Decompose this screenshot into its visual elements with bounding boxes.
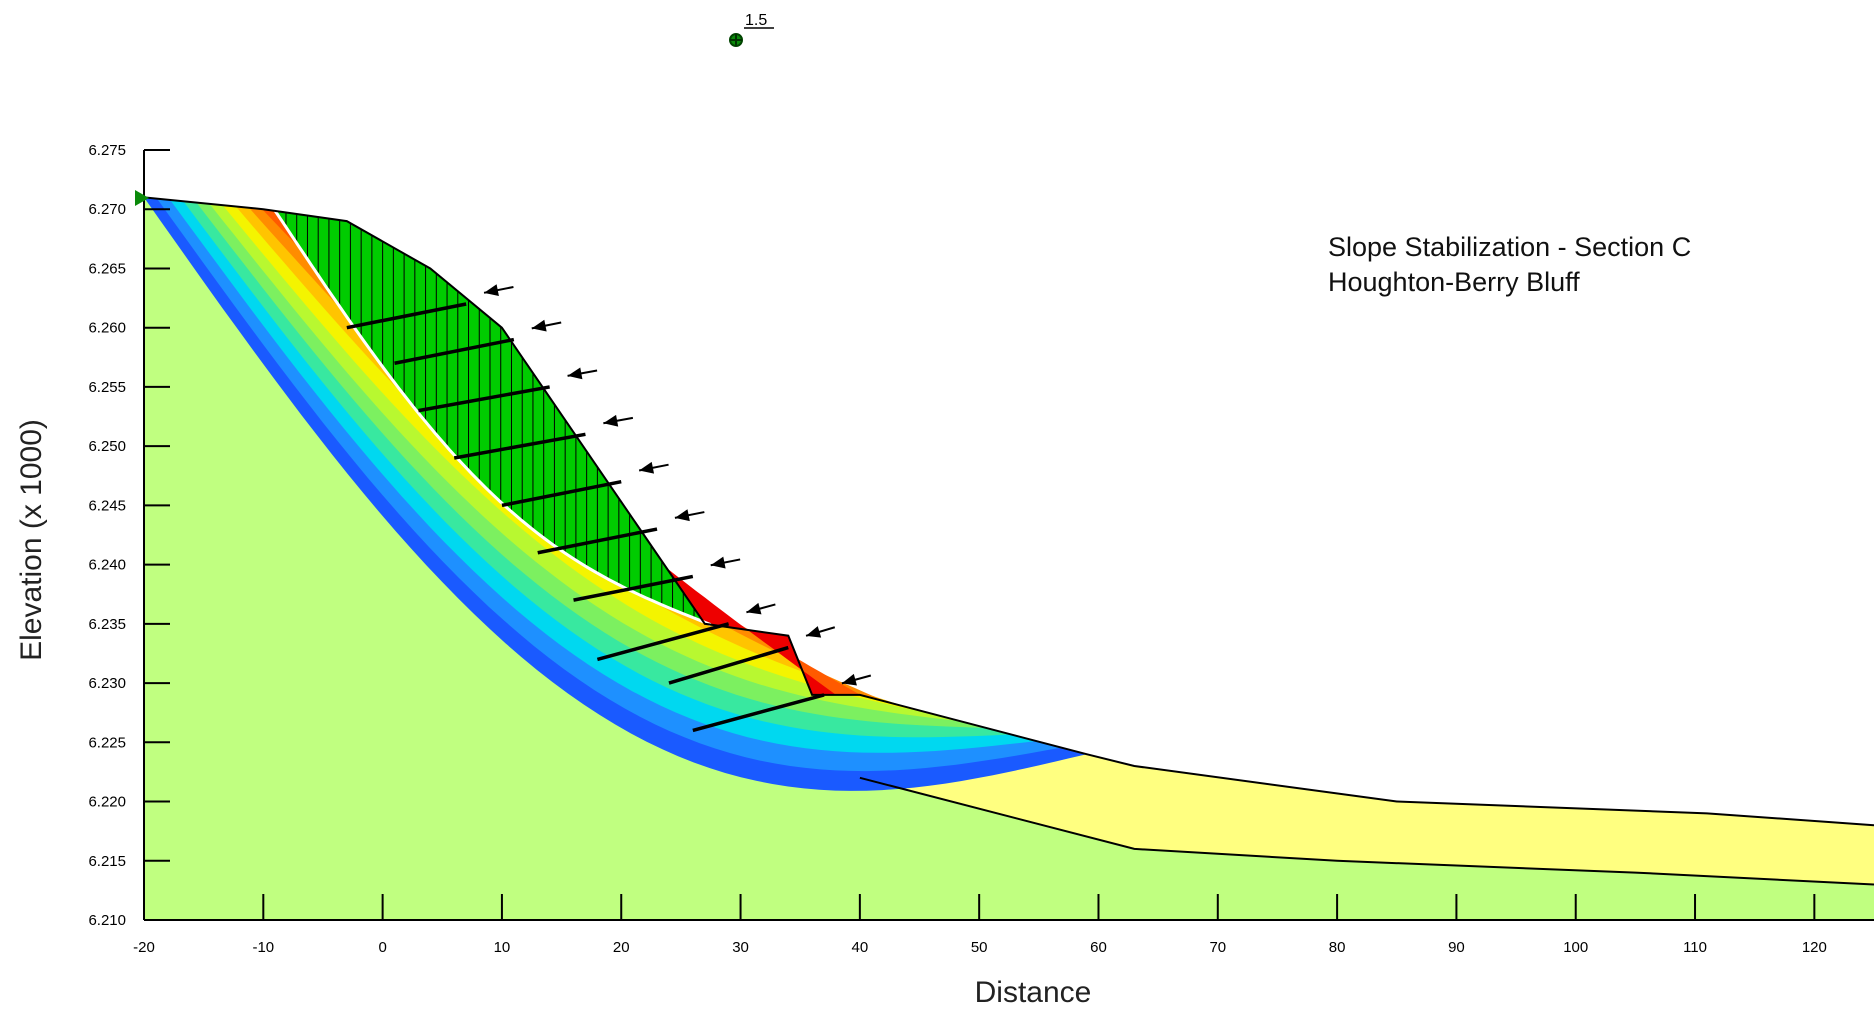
axes: -20 -10 0 10 20 30 40 50 60 70 80 90 100 110 120 6.210 6… <box>88 142 1874 956</box>
arrowhead-icon <box>603 414 619 427</box>
arrowhead-icon <box>484 284 499 296</box>
x-tick-label: 80 <box>1329 939 1346 956</box>
x-axis-title: Distance <box>975 976 1092 1009</box>
soil-anchor <box>692 673 872 733</box>
anchor-tendon <box>573 574 694 602</box>
soil-anchor <box>418 367 598 413</box>
y-tick-label: 6.255 <box>88 379 126 396</box>
y-tick-label: 6.240 <box>88 557 126 574</box>
soil-anchor <box>501 461 669 508</box>
anchor-tendon <box>537 527 658 555</box>
ground-surface-line <box>143 196 1874 827</box>
y-tick-label: 6.225 <box>88 734 126 751</box>
foundation-layer <box>144 197 1874 920</box>
arrowhead-icon <box>639 461 655 474</box>
soil-anchor <box>573 556 741 602</box>
y-axis-title: Elevation (x 1000) <box>15 419 48 661</box>
soil-anchors <box>346 284 872 733</box>
x-tick-label: 120 <box>1802 939 1827 956</box>
anchor-tendon <box>346 302 467 330</box>
anchor-tendon <box>668 645 789 685</box>
critical-slip-mass <box>275 210 711 625</box>
factor-of-safety-label: 1.5 <box>745 12 767 29</box>
arrowhead-icon <box>531 319 547 332</box>
y-tick-label: 6.265 <box>88 260 126 277</box>
arrowhead-icon <box>841 673 857 686</box>
section-geometry <box>143 196 1874 920</box>
x-tick-label: 70 <box>1209 939 1226 956</box>
anchor-tendon <box>418 385 550 413</box>
soil-anchor <box>537 509 705 555</box>
anchor-tendon <box>692 693 825 733</box>
y-tick-label: 6.220 <box>88 794 126 811</box>
arrowhead-icon <box>674 509 690 522</box>
x-tick-label: -10 <box>252 939 274 956</box>
anchor-tendon <box>596 622 730 662</box>
fill-layer-base-line <box>859 776 1874 886</box>
critical-slip-surface <box>273 210 712 627</box>
soil-anchor <box>596 602 776 662</box>
anchor-tendon <box>453 432 586 460</box>
x-tick-label: 0 <box>378 939 386 956</box>
arrowhead-icon <box>806 626 822 638</box>
anchor-tendon <box>394 337 515 365</box>
annotation-line-2: Houghton-Berry Bluff <box>1328 267 1580 297</box>
fill-layer <box>859 694 1874 885</box>
x-tick-label: 40 <box>852 939 869 956</box>
arrowhead-icon <box>567 367 583 380</box>
triangle-marker-icon <box>135 190 149 206</box>
x-tick-label: 50 <box>971 939 988 956</box>
slip-center-marker: 1.5 <box>729 12 774 47</box>
arrowhead-icon <box>746 602 762 615</box>
x-tick-label: 100 <box>1563 939 1588 956</box>
anchor-tendon <box>501 479 622 508</box>
y-tick-label: 6.250 <box>88 438 126 455</box>
y-tick-label: 6.275 <box>88 142 126 159</box>
x-tick-label: 20 <box>613 939 630 956</box>
soil-anchor <box>346 284 514 330</box>
y-tick-label: 6.235 <box>88 616 126 633</box>
y-tick-label: 6.245 <box>88 497 126 514</box>
y-tick-label: 6.210 <box>88 912 126 929</box>
x-tick-label: 30 <box>732 939 749 956</box>
slip-entry-marker <box>135 190 149 206</box>
x-tick-label: 90 <box>1448 939 1465 956</box>
annotation-line-1: Slope Stabilization - Section C <box>1328 232 1691 262</box>
x-tick-label: 10 <box>494 939 511 956</box>
y-tick-label: 6.270 <box>88 201 126 218</box>
soil-anchor <box>453 414 634 460</box>
soil-anchor <box>394 319 562 365</box>
x-tick-label: 60 <box>1090 939 1107 956</box>
x-tick-label: 110 <box>1683 939 1707 956</box>
arrowhead-icon <box>710 556 726 569</box>
y-tick-label: 6.230 <box>88 675 126 692</box>
title-annotation: Slope Stabilization - Section C Houghton… <box>1328 232 1691 297</box>
y-tick-label: 6.260 <box>88 320 126 337</box>
x-tick-label: -20 <box>133 939 155 956</box>
soil-anchor <box>668 626 836 685</box>
y-tick-label: 6.215 <box>88 853 126 870</box>
